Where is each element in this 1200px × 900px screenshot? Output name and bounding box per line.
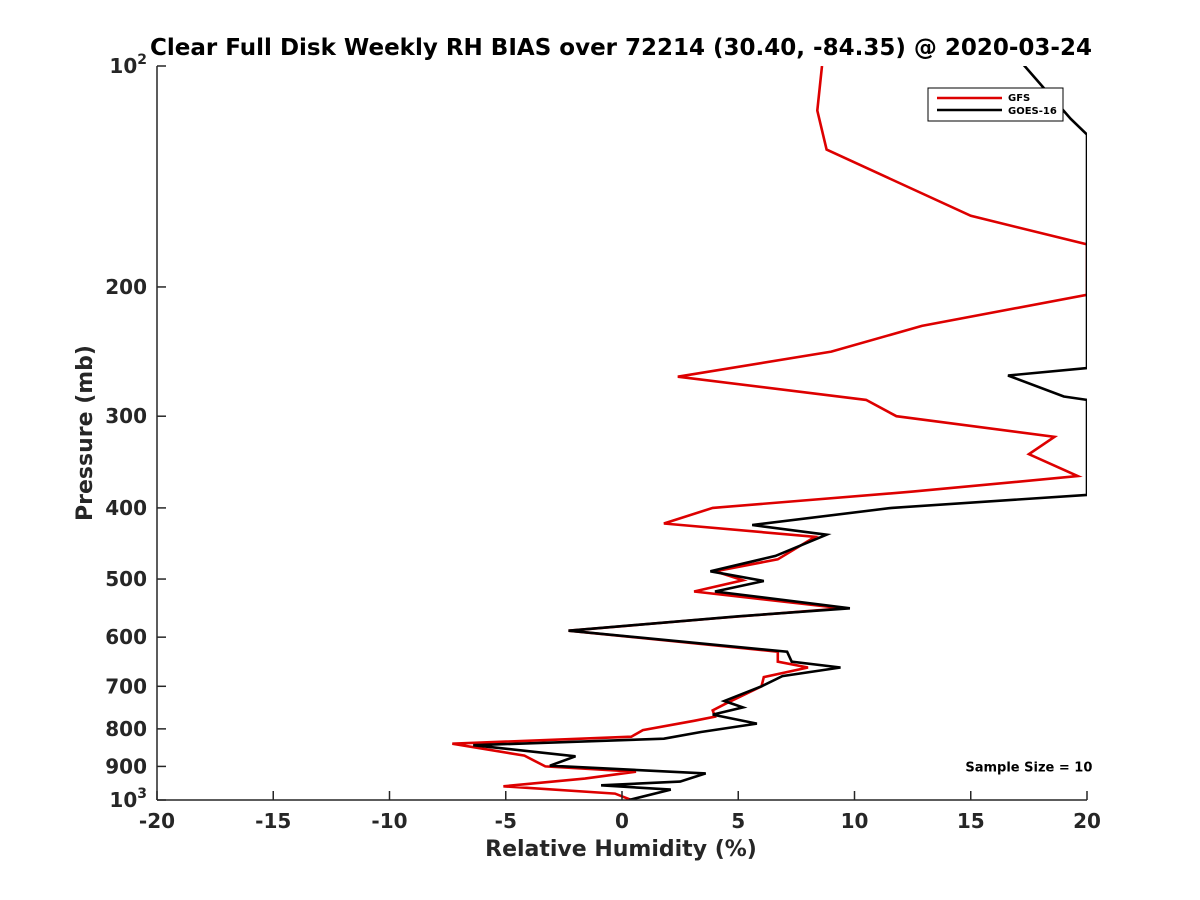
x-tick-label: 15: [957, 809, 985, 833]
legend-label-goes16: GOES-16: [1008, 106, 1057, 117]
y-tick-label: 600: [105, 625, 147, 649]
chart-title: Clear Full Disk Weekly RH BIAS over 7221…: [150, 35, 1092, 61]
y-axis-title: Pressure (mb): [73, 345, 98, 521]
series-line-gfs: [452, 66, 1087, 800]
x-tick-label: 10: [841, 809, 869, 833]
legend-label-gfs: GFS: [1008, 93, 1030, 104]
x-tick-label: 20: [1073, 809, 1101, 833]
y-tick-label: 700: [105, 674, 147, 698]
x-tick-label: 5: [731, 809, 745, 833]
y-tick-label: 300: [105, 404, 147, 428]
y-tick-label: 103: [109, 786, 147, 812]
x-tick-label: -5: [495, 809, 517, 833]
x-tick-label: -20: [139, 809, 175, 833]
x-tick-label: -15: [255, 809, 291, 833]
sample-size-annotation: Sample Size = 10: [965, 760, 1092, 775]
series-line-goes16: [473, 66, 1087, 800]
y-tick-label: 500: [105, 567, 147, 591]
y-tick-label: 102: [109, 52, 147, 78]
x-axis-title: Relative Humidity (%): [485, 837, 757, 862]
x-tick-label: -10: [371, 809, 407, 833]
y-tick-label: 400: [105, 496, 147, 520]
legend: GFS GOES-16: [927, 87, 1064, 122]
legend-box: [927, 87, 1064, 122]
y-tick-label: 200: [105, 275, 147, 299]
y-tick-label: 900: [105, 754, 147, 778]
y-tick-label: 800: [105, 717, 147, 741]
x-tick-label: 0: [615, 809, 629, 833]
